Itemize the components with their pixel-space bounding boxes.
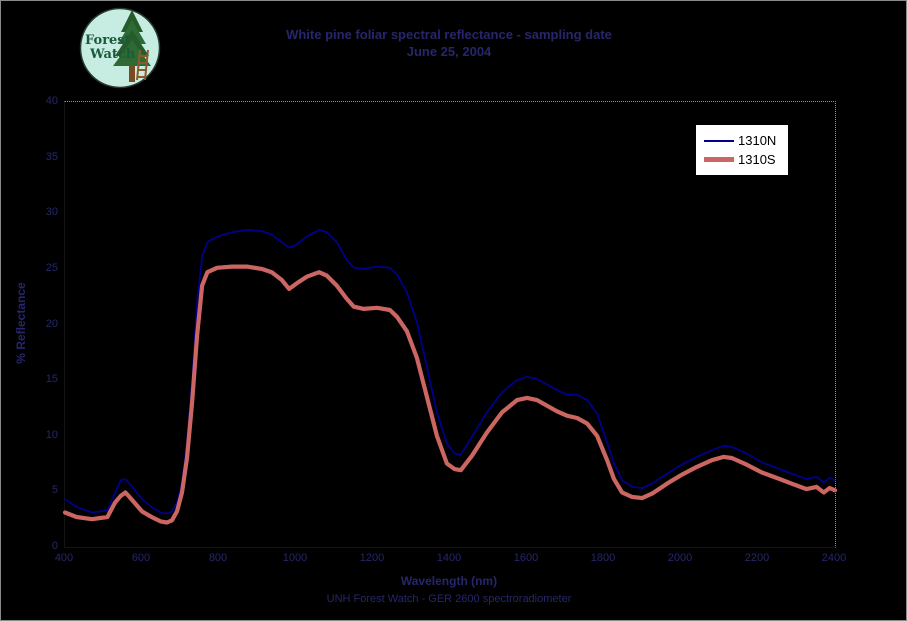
x-axis-title: Wavelength (nm) [400,574,498,588]
x-tick-label: 1400 [436,552,462,564]
x-tick-label: 1200 [359,552,385,564]
legend-label-1310n: 1310N [738,132,777,148]
logo-text-line2: Watch [89,47,136,62]
y-tick-label: 10 [45,428,58,441]
series-plot [62,229,838,525]
y-tick-label: 5 [51,484,58,497]
x-tick-label: 1000 [282,552,308,564]
chart-title-line2: June 25, 2004 [406,44,492,59]
legend-label-1310s: 1310S [738,151,776,167]
plot-area [62,101,838,548]
y-tick-label: 35 [45,150,58,163]
series-line-1310N [64,229,836,515]
legend-box: 1310N 1310S [695,124,789,176]
y-tick-label: 25 [45,261,58,274]
pine-tree-icon [113,10,151,82]
x-tick-label: 400 [54,552,74,564]
ladder-icon [136,49,149,81]
y-tick-label: 0 [51,540,58,552]
chart-title: White pine foliar spectral reflectance -… [64,26,834,60]
footer-credit: UNH Forest Watch - GER 2600 spectroradio… [326,593,572,605]
x-tick-label: 800 [208,552,228,564]
legend-item-1310n: 1310N [704,131,782,150]
x-tick-label: 1600 [513,552,539,564]
legend-swatch-1310n [704,139,734,142]
series-line-1310S [62,264,838,525]
y-tick-label: 15 [45,373,58,386]
logo-text-line1: Forest [85,33,131,48]
x-tick-label: 600 [131,552,151,564]
chart-title-line1: White pine foliar spectral reflectance -… [286,27,612,42]
x-tick-label: 1800 [590,552,616,564]
forest-watch-logo: Forest Watch [79,7,161,89]
x-tick-label: 2000 [667,552,693,564]
y-tick-label: 20 [45,317,58,330]
x-tick-label: 2400 [821,552,847,564]
y-tick-label: 30 [45,206,58,219]
y-tick-label: 40 [45,95,58,107]
x-tick-label: 2200 [744,552,770,564]
legend-swatch-1310s [704,157,734,162]
legend-item-1310s: 1310S [704,150,782,169]
